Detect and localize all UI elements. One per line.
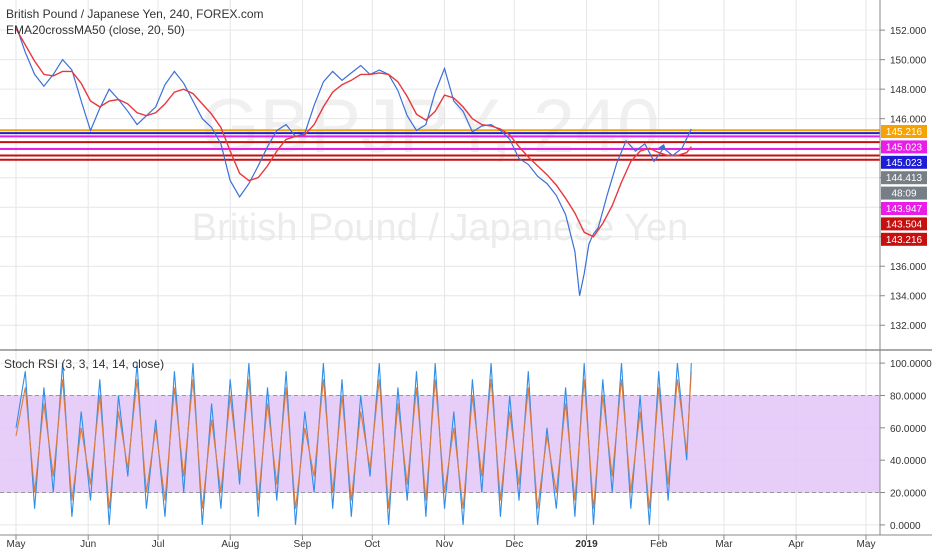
price-badge-label: 145.023 (886, 142, 923, 153)
price-badge-label: 143.504 (886, 219, 923, 230)
price-badge-label: 144.413 (886, 173, 923, 184)
price-badge-label: 48:09 (891, 189, 916, 200)
x-tick-label: Jun (80, 539, 96, 550)
price-badges: 145.216 145.023 145.023 144.413 48:09 143.947… (881, 125, 927, 246)
price-badge (881, 155, 927, 169)
price-y-tick-label: 152.000 (890, 26, 927, 37)
stoch-series-group (15, 363, 692, 525)
stoch-y-tick-label: 60.0000 (890, 424, 927, 435)
price-y-tick-label: 134.000 (890, 292, 927, 303)
x-tick-label: Aug (221, 539, 239, 550)
stoch-y-axis: 0.0000 20.0000 40.0000 60.0000 80.0000 100.00… (880, 359, 932, 532)
x-tick-label: Sep (294, 539, 312, 550)
price-y-tick-label: 136.000 (890, 262, 927, 273)
x-tick-label: Jul (152, 539, 165, 550)
price-badge (881, 217, 927, 231)
price-y-tick-label: 148.000 (890, 85, 927, 96)
price-badge (881, 186, 927, 200)
x-axis: May Jun Jul Aug Sep Oct Nov Dec 2019 Feb Mar Apr May (7, 535, 876, 550)
watermark-name: British Pound / Japanese Yen (192, 207, 689, 249)
price-badge-label: 143.947 (886, 204, 923, 215)
price-badge-label: 145.216 (886, 127, 923, 138)
price-y-tick-label: 146.000 (890, 115, 927, 126)
x-tick-label: Nov (436, 539, 454, 550)
price-badge (881, 171, 927, 185)
price-badge-label: 145.023 (886, 158, 923, 169)
price-y-tick-label: 150.000 (890, 56, 927, 67)
stoch-y-tick-label: 80.0000 (890, 391, 927, 402)
x-tick-label: 2019 (575, 539, 598, 550)
price-badge (881, 140, 927, 154)
x-tick-label: Dec (505, 539, 523, 550)
ema-line (15, 28, 692, 238)
x-tick-label: Apr (788, 539, 804, 550)
stoch-d-line (15, 371, 692, 509)
price-line (15, 25, 692, 296)
x-tick-label: May (7, 539, 26, 550)
price-badge (881, 202, 927, 215)
price-y-tick-label: 132.000 (890, 321, 927, 332)
price-badge-label: 143.216 (886, 235, 923, 246)
chart-title: British Pound / Japanese Yen, 240, FOREX… (6, 7, 263, 21)
x-tick-label: May (857, 539, 876, 550)
price-badge (881, 125, 927, 138)
indicator-label: EMA20crossMA50 (close, 20, 50) (6, 23, 185, 37)
x-tick-label: Mar (715, 539, 733, 550)
arrow-marker-icon (658, 144, 666, 150)
horizontal-levels (0, 129, 880, 161)
price-badge (881, 232, 927, 246)
stoch-y-tick-label: 100.0000 (890, 359, 932, 370)
price-series-group (15, 25, 692, 296)
x-tick-label: Feb (650, 539, 668, 550)
x-tick-label: Oct (365, 539, 381, 550)
stoch-y-tick-label: 20.0000 (890, 489, 927, 500)
stoch-y-tick-label: 0.0000 (890, 521, 921, 532)
stoch-y-tick-label: 40.0000 (890, 456, 927, 467)
stoch-rsi-label: Stoch RSI (3, 3, 14, 14, close) (4, 357, 164, 371)
